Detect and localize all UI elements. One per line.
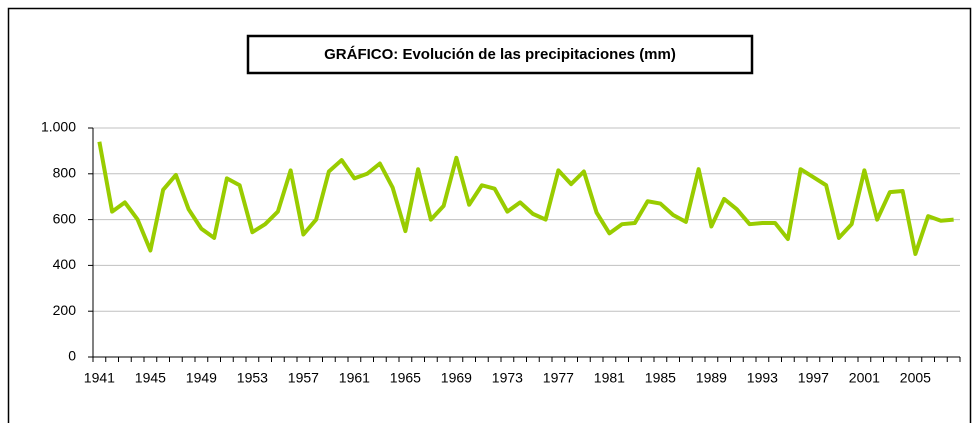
x-tick-label: 1961 bbox=[339, 370, 370, 386]
x-tick-label: 1981 bbox=[594, 370, 625, 386]
x-tick-label: 1945 bbox=[135, 370, 166, 386]
chart-border bbox=[7, 7, 972, 423]
x-tick-label: 1973 bbox=[492, 370, 523, 386]
y-tick-label: 400 bbox=[53, 256, 77, 272]
y-tick-label: 600 bbox=[53, 210, 77, 226]
x-tick-label: 1993 bbox=[747, 370, 778, 386]
x-tick-label: 1953 bbox=[237, 370, 268, 386]
x-tick-label: 2001 bbox=[849, 370, 880, 386]
x-tick-label: 1989 bbox=[696, 370, 727, 386]
y-tick-label: 0 bbox=[68, 348, 76, 364]
x-tick-label: 1969 bbox=[441, 370, 472, 386]
chart-title: GRÁFICO: Evolución de las precipitacione… bbox=[324, 46, 676, 63]
x-tick-label: 1985 bbox=[645, 370, 676, 386]
x-tick-label: 1941 bbox=[84, 370, 115, 386]
x-tick-label: 1997 bbox=[798, 370, 829, 386]
x-tick-label: 1977 bbox=[543, 370, 574, 386]
data-line bbox=[97, 141, 954, 256]
y-tick-label: 800 bbox=[53, 165, 77, 181]
y-tick-label: 1.000 bbox=[41, 119, 76, 135]
title-box bbox=[246, 34, 754, 75]
x-tick-label: 1957 bbox=[288, 370, 319, 386]
x-tick-label: 1965 bbox=[390, 370, 421, 386]
x-tick-label: 2005 bbox=[900, 370, 931, 386]
x-tick-label: 1949 bbox=[186, 370, 217, 386]
y-tick-label: 200 bbox=[53, 302, 77, 318]
